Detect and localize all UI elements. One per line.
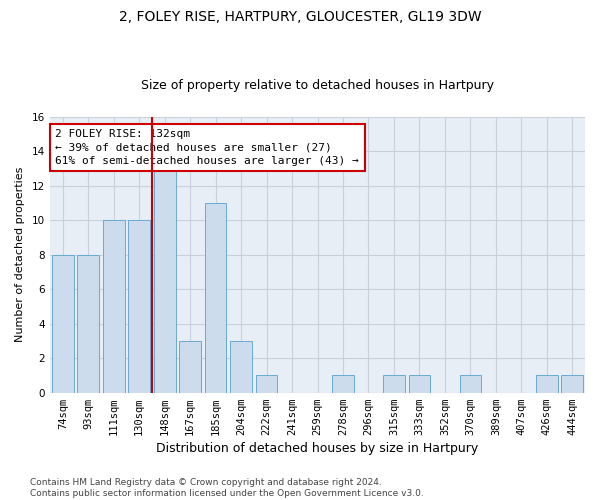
- Y-axis label: Number of detached properties: Number of detached properties: [15, 167, 25, 342]
- X-axis label: Distribution of detached houses by size in Hartpury: Distribution of detached houses by size …: [157, 442, 479, 455]
- Text: 2, FOLEY RISE, HARTPURY, GLOUCESTER, GL19 3DW: 2, FOLEY RISE, HARTPURY, GLOUCESTER, GL1…: [119, 10, 481, 24]
- Bar: [128, 220, 150, 392]
- Bar: [409, 376, 430, 392]
- Bar: [205, 203, 226, 392]
- Bar: [154, 168, 176, 392]
- Text: 2 FOLEY RISE: 132sqm
← 39% of detached houses are smaller (27)
61% of semi-detac: 2 FOLEY RISE: 132sqm ← 39% of detached h…: [55, 129, 359, 166]
- Bar: [103, 220, 125, 392]
- Bar: [52, 254, 74, 392]
- Text: Contains HM Land Registry data © Crown copyright and database right 2024.
Contai: Contains HM Land Registry data © Crown c…: [30, 478, 424, 498]
- Bar: [230, 341, 252, 392]
- Bar: [562, 376, 583, 392]
- Bar: [256, 376, 277, 392]
- Bar: [179, 341, 201, 392]
- Bar: [332, 376, 354, 392]
- Bar: [77, 254, 99, 392]
- Bar: [383, 376, 405, 392]
- Bar: [460, 376, 481, 392]
- Title: Size of property relative to detached houses in Hartpury: Size of property relative to detached ho…: [141, 79, 494, 92]
- Bar: [536, 376, 557, 392]
